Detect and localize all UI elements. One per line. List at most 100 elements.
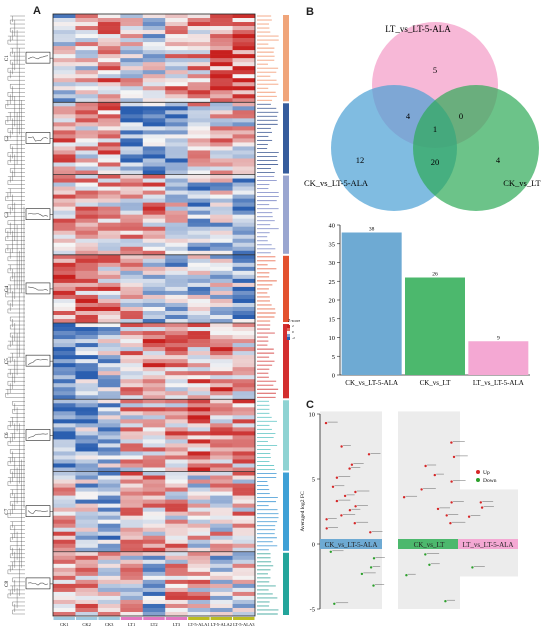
heatmap-cell [142, 447, 166, 452]
heatmap-cell [165, 302, 188, 308]
heatmap-cell [75, 182, 99, 187]
heatmap-cell [210, 122, 233, 127]
heatmap-cell [97, 499, 121, 504]
heatmap-cell [53, 507, 76, 512]
heatmap-cell [232, 483, 256, 488]
heatmap-cell [165, 82, 188, 87]
heatmap-cell [187, 78, 211, 83]
heatmap-cell [232, 106, 256, 111]
data-point [445, 514, 448, 517]
heatmap-cell [97, 42, 121, 47]
heatmap-cell [232, 347, 256, 352]
heatmap-cell [53, 475, 76, 480]
heatmap-cell [75, 106, 99, 111]
venn-label-right: CK_vs_LT [503, 178, 541, 188]
data-point [353, 522, 356, 525]
heatmap-cell [165, 383, 188, 388]
heatmap-cell [142, 559, 166, 565]
heatmap-cell [97, 595, 121, 601]
heatmap-cell [165, 154, 188, 159]
heatmap-cell [165, 66, 188, 71]
heatmap-cell [120, 387, 144, 392]
heatmap-cell [232, 475, 256, 480]
heatmap-cell [53, 290, 76, 296]
heatmap-cell [53, 174, 76, 179]
heatmap-cell [142, 335, 166, 340]
heatmap-cell [142, 82, 166, 87]
heatmap-cell [142, 603, 166, 609]
heatmap-cell [232, 567, 256, 573]
heatmap-cell [165, 254, 188, 260]
heatmap-cell [165, 210, 188, 215]
heatmap-cell [53, 254, 76, 260]
heatmap-cell [75, 30, 99, 35]
heatmap-cell [53, 222, 76, 227]
legend-label: Down [483, 478, 497, 484]
heatmap-cell [187, 130, 211, 135]
heatmap-cell [232, 487, 256, 492]
heatmap-cell [142, 258, 166, 264]
heatmap-cell [142, 218, 166, 223]
panel-label-a: A [33, 5, 41, 17]
heatmap-cell [187, 319, 211, 324]
heatmap-cell [120, 355, 144, 360]
heatmap-cell [53, 399, 76, 404]
heatmap-cell [232, 531, 256, 537]
heatmap-cell [165, 122, 188, 127]
heatmap-cell [210, 42, 233, 47]
heatmap-cell [75, 411, 99, 416]
heatmap-cell [142, 455, 166, 460]
heatmap-cell [210, 190, 233, 195]
heatmap-cell [75, 122, 99, 127]
heatmap-cell [142, 515, 166, 520]
heatmap-cell [75, 355, 99, 360]
heatmap-cell [232, 479, 256, 484]
heatmap-cell [187, 443, 211, 448]
heatmap-cell [232, 278, 256, 284]
heatmap-cell [232, 174, 256, 179]
heatmap-cell [120, 523, 144, 528]
heatmap-cell [120, 74, 144, 79]
heatmap-cell [75, 395, 99, 400]
heatmap-cell [232, 282, 256, 288]
column-color-strip [233, 617, 255, 620]
heatmap-cell [165, 323, 188, 328]
heatmap-cell [232, 74, 256, 79]
heatmap-cell [75, 58, 99, 63]
heatmap-cell [187, 543, 211, 549]
heatmap-cell [187, 507, 211, 512]
heatmap-cell [210, 306, 233, 312]
heatmap-cell [97, 234, 121, 240]
heatmap-cell [187, 487, 211, 492]
heatmap-cell [165, 78, 188, 83]
heatmap-cell [210, 282, 233, 288]
heatmap-cell [75, 178, 99, 183]
heatmap-cell [187, 527, 211, 533]
heatmap-cell [232, 555, 256, 561]
venn-count-left-right: 20 [431, 157, 440, 167]
heatmap-cell [142, 319, 166, 324]
heatmap-cell [97, 447, 121, 452]
data-point [450, 441, 453, 444]
heatmap-cell [97, 387, 121, 392]
heatmap-cell [75, 298, 99, 304]
heatmap-cell [97, 599, 121, 605]
heatmap-cell [120, 491, 144, 496]
heatmap-cell [75, 351, 99, 356]
heatmap-cell [120, 471, 144, 476]
heatmap-cell [97, 106, 121, 111]
heatmap-cell [53, 182, 76, 187]
heatmap-cell [165, 411, 188, 416]
heatmap-cell [232, 34, 256, 39]
heatmap-cell [210, 471, 233, 476]
heatmap-cell [53, 427, 76, 432]
heatmap-cell [165, 22, 188, 27]
heatmap-cell [210, 126, 233, 131]
heatmap-cell [120, 467, 144, 472]
heatmap-cell [187, 286, 211, 292]
heatmap-cell [53, 294, 76, 300]
heatmap-cell [232, 62, 256, 67]
heatmap-cell [97, 511, 121, 516]
heatmap-cell [210, 146, 233, 151]
heatmap-cell [232, 54, 256, 59]
